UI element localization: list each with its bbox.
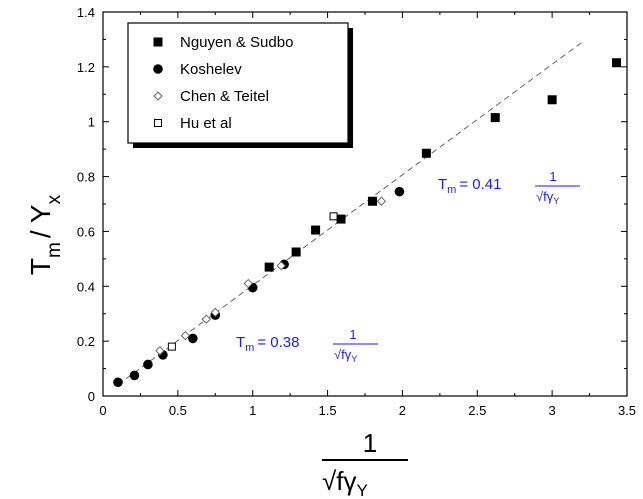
data-point-filled-square (336, 214, 346, 224)
x-axis-label: 1 √fγY (322, 428, 408, 499)
x-tick-label: 3 (549, 403, 556, 418)
data-point-filled-square (291, 247, 301, 257)
legend-label: Chen & Teitel (180, 88, 269, 105)
annotation-041-numerator: 1 (549, 169, 556, 184)
data-point-open-diamond (243, 278, 253, 289)
data-point-filled-circle (113, 377, 123, 388)
x-axis-label-denominator: √fγY (322, 466, 368, 499)
annotation-038-coef: = 0.38 (257, 334, 299, 351)
data-point-filled-square (264, 262, 274, 272)
annotation-fit-041: Tm = 0.41 1 √fγY (438, 169, 580, 206)
annotation-041-lhs: T (438, 176, 447, 193)
fit-line (117, 41, 583, 386)
annotation-041-denominator: √fγY (536, 189, 559, 206)
data-point-filled-circle (143, 359, 153, 370)
data-point-open-diamond (376, 196, 387, 206)
data-point-filled-circle (188, 333, 198, 344)
annotation-038-lhs: T (236, 334, 245, 351)
y-tick-label: 1 (88, 115, 95, 130)
data-point-filled-square (547, 95, 557, 105)
data-point-open-diamond (210, 307, 220, 318)
x-tick-label: 0 (99, 403, 106, 418)
x-tick-label: 0.5 (169, 403, 187, 418)
legend-marker-filled-circle (153, 64, 163, 74)
data-point-open-diamond (155, 346, 165, 356)
annotation-038-numerator: 1 (349, 327, 356, 342)
data-point-open-square (329, 212, 338, 221)
legend-label: Hu et al (180, 115, 232, 132)
data-point-filled-square (367, 196, 377, 206)
annotation-038-lhs-sub: m (245, 342, 254, 354)
legend-marker-open-diamond (153, 91, 163, 101)
legend-marker-open-square (154, 119, 162, 127)
svg-text:Tm= 0.38: Tm = 0.38 (236, 334, 299, 354)
y-tick-label: 1.2 (77, 60, 95, 75)
y-tick-label: 0.2 (77, 334, 95, 349)
x-tick-label: 1.5 (319, 403, 337, 418)
legend-label: Koshelev (180, 61, 242, 78)
data-point-filled-circle (394, 186, 405, 197)
x-axis-label-numerator: 1 (363, 428, 377, 458)
data-point-open-square (167, 342, 176, 351)
data-point-filled-square (311, 225, 321, 235)
x-tick-label: 2.5 (468, 403, 486, 418)
data-point-open-diamond (201, 314, 212, 324)
data-point-filled-square (612, 58, 622, 68)
annotation-041-lhs-sub: m (447, 184, 456, 196)
annotation-041-coef: = 0.41 (459, 176, 501, 193)
y-tick-label: 0.8 (77, 170, 95, 185)
y-tick-label: 1.4 (77, 5, 95, 20)
legend-marker-filled-square (153, 37, 163, 47)
data-point-filled-square (490, 113, 500, 123)
annotation-038-denominator: √fγY (334, 347, 357, 364)
legend-label: Nguyen & Sudbo (180, 34, 293, 51)
data-point-open-diamond (180, 330, 191, 341)
x-tick-label: 2 (399, 403, 406, 418)
y-axis-label: Tm/ Yx (25, 194, 65, 275)
svg-text:Tm= 0.41: Tm = 0.41 (438, 176, 501, 196)
x-tick-label: 3.5 (618, 403, 636, 418)
legend-box (127, 22, 349, 144)
y-tick-label: 0.4 (77, 279, 95, 294)
data-point-filled-square (421, 148, 431, 158)
data-point-filled-circle (129, 370, 140, 381)
x-tick-label: 1 (249, 403, 256, 418)
annotation-fit-038: Tm = 0.38 1 √fγY (236, 327, 378, 364)
data-point-open-diamond (276, 261, 286, 271)
y-tick-label: 0 (88, 389, 95, 404)
y-tick-label: 0.6 (77, 224, 95, 239)
